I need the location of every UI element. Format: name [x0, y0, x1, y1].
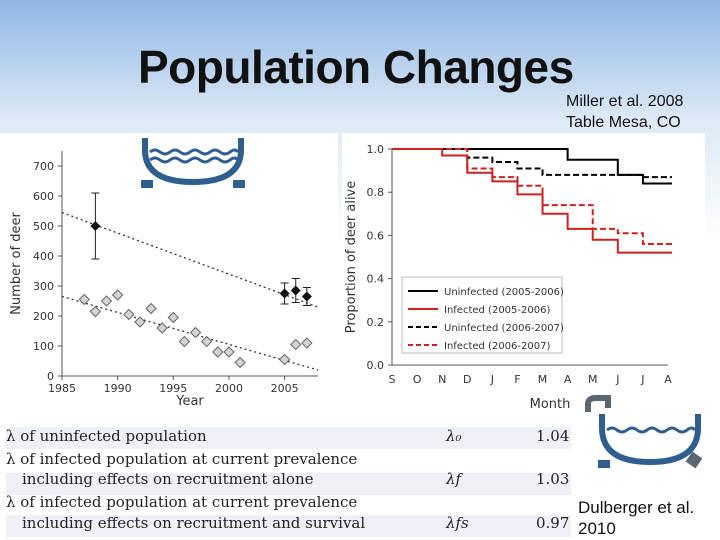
x-tick-label: M	[538, 373, 548, 386]
citation-dulberger-line2: 2010	[578, 519, 616, 538]
estimate-point	[279, 288, 290, 299]
tub-icon	[141, 138, 245, 188]
survival-line	[392, 148, 672, 179]
row-symbol: λf	[446, 470, 462, 488]
citation-miller: Miller et al. 2008 Table Mesa, CO	[566, 91, 683, 133]
y-tick-label: 0.6	[367, 229, 385, 242]
survival-chart: 0.0 0.2 0.4 0.6 0.8 1.0 S O N D J F M A M J J A Month Propo…	[344, 143, 672, 412]
trend-line	[61, 295, 319, 371]
y-axis-label: Number of deer	[9, 212, 24, 315]
count-point	[123, 308, 135, 321]
survival-line	[392, 148, 672, 185]
table-row: λ of uninfected population λ₀ 1.04	[6, 427, 571, 449]
row-symbol: λ₀	[446, 427, 462, 445]
y-tick-label: 0.0	[367, 359, 385, 372]
count-point	[167, 311, 180, 324]
count-point	[234, 356, 246, 369]
row-label: λ of infected population at current prev…	[6, 493, 358, 511]
row-label: λ of infected population at current prev…	[6, 450, 358, 468]
count-point	[223, 346, 235, 358]
count-point	[100, 295, 113, 307]
row-value: 0.97	[536, 514, 570, 532]
row-label: including effects on recruitment alone	[22, 470, 314, 488]
deer-count-chart: 0 100 200 300 400 500 600 700 1985 1990 1995 2000 20…	[9, 151, 319, 409]
count-point	[111, 289, 124, 301]
estimate-point	[290, 285, 301, 296]
x-axis-label: Month	[530, 397, 571, 412]
row-symbol: λfs	[446, 514, 469, 532]
count-point	[189, 326, 202, 339]
row-value: 1.04	[536, 427, 570, 445]
x-tick-label: J	[490, 373, 494, 386]
y-axis-label: Proportion of deer alive	[344, 181, 359, 333]
legend-label: Uninfected (2006-2007)	[444, 323, 564, 334]
table-row: λ of infected population at current prev…	[6, 450, 571, 472]
legend-box	[401, 276, 563, 354]
count-point	[278, 353, 291, 366]
y-tick-label: 300	[33, 280, 54, 293]
x-tick-label: 2000	[215, 382, 243, 395]
citation-dulberger: Dulberger et al. 2010	[578, 497, 694, 539]
citation-miller-line2: Table Mesa, CO	[566, 114, 681, 131]
citation-miller-line1: Miller et al. 2008	[566, 93, 684, 110]
count-point	[200, 335, 213, 348]
lambda-table: λ of uninfected population λ₀ 1.04 λ of …	[0, 423, 575, 540]
x-tick-label: N	[438, 373, 446, 386]
count-point	[89, 305, 102, 318]
survival-line	[392, 148, 672, 254]
y-tick-label: 100	[33, 340, 54, 353]
trend-line	[61, 211, 319, 308]
x-tick-label: 1990	[104, 382, 132, 395]
y-tick-label: 500	[33, 220, 54, 233]
x-tick-label: S	[389, 373, 396, 386]
x-tick-label: 1985	[48, 382, 76, 395]
slide-title: Population Changes	[138, 41, 574, 93]
table-row: λ of infected population at current prev…	[6, 493, 571, 515]
count-point	[156, 322, 168, 334]
count-point	[178, 335, 191, 348]
estimate-point	[301, 291, 312, 302]
y-tick-label: 200	[33, 310, 54, 323]
count-point	[290, 338, 302, 351]
survival-line	[392, 148, 672, 246]
count-point	[145, 302, 157, 315]
x-tick-label: M	[588, 373, 598, 386]
survival-chart-panel: 0.0 0.2 0.4 0.6 0.8 1.0 S O N D J F M A M J J A Month Propo…	[342, 133, 705, 420]
estimate-point	[90, 221, 101, 231]
count-point	[301, 337, 313, 349]
x-tick-label: D	[463, 373, 471, 386]
legend-label: Infected (2005-2006)	[444, 305, 550, 316]
x-tick-label: A	[564, 373, 572, 386]
x-tick-label: J	[615, 373, 619, 386]
table-row: including effects on recruitment and sur…	[6, 514, 571, 536]
count-point	[78, 293, 90, 306]
y-tick-label: 600	[33, 190, 54, 203]
row-value: 1.03	[536, 470, 570, 488]
legend-label: Infected (2006-2007)	[444, 341, 550, 352]
citation-dulberger-line1: Dulberger et al.	[578, 498, 695, 517]
table-row: including effects on recruitment alone λ…	[6, 470, 571, 492]
x-tick-label: 1995	[159, 382, 187, 395]
y-tick-label: 700	[33, 160, 54, 173]
y-tick-label: 0.2	[367, 316, 385, 329]
y-tick-label: 0	[47, 370, 54, 383]
y-tick-label: 1.0	[367, 143, 385, 156]
y-tick-label: 400	[33, 250, 54, 263]
row-label: including effects on recruitment and sur…	[22, 514, 366, 532]
count-point	[212, 346, 224, 358]
row-label: λ of uninfected population	[6, 427, 207, 445]
x-tick-label: 2005	[271, 382, 299, 395]
y-tick-label: 0.8	[367, 186, 385, 199]
count-point	[134, 316, 146, 328]
x-tick-label: J	[640, 373, 644, 386]
x-tick-label: A	[664, 373, 672, 386]
legend-label: Uninfected (2005-2006)	[444, 287, 564, 298]
x-tick-label: F	[514, 373, 520, 386]
x-tick-label: O	[413, 373, 422, 386]
x-axis-label: Year	[175, 394, 204, 409]
y-tick-label: 0.4	[367, 273, 385, 286]
tub-faucet-icon	[585, 395, 703, 469]
